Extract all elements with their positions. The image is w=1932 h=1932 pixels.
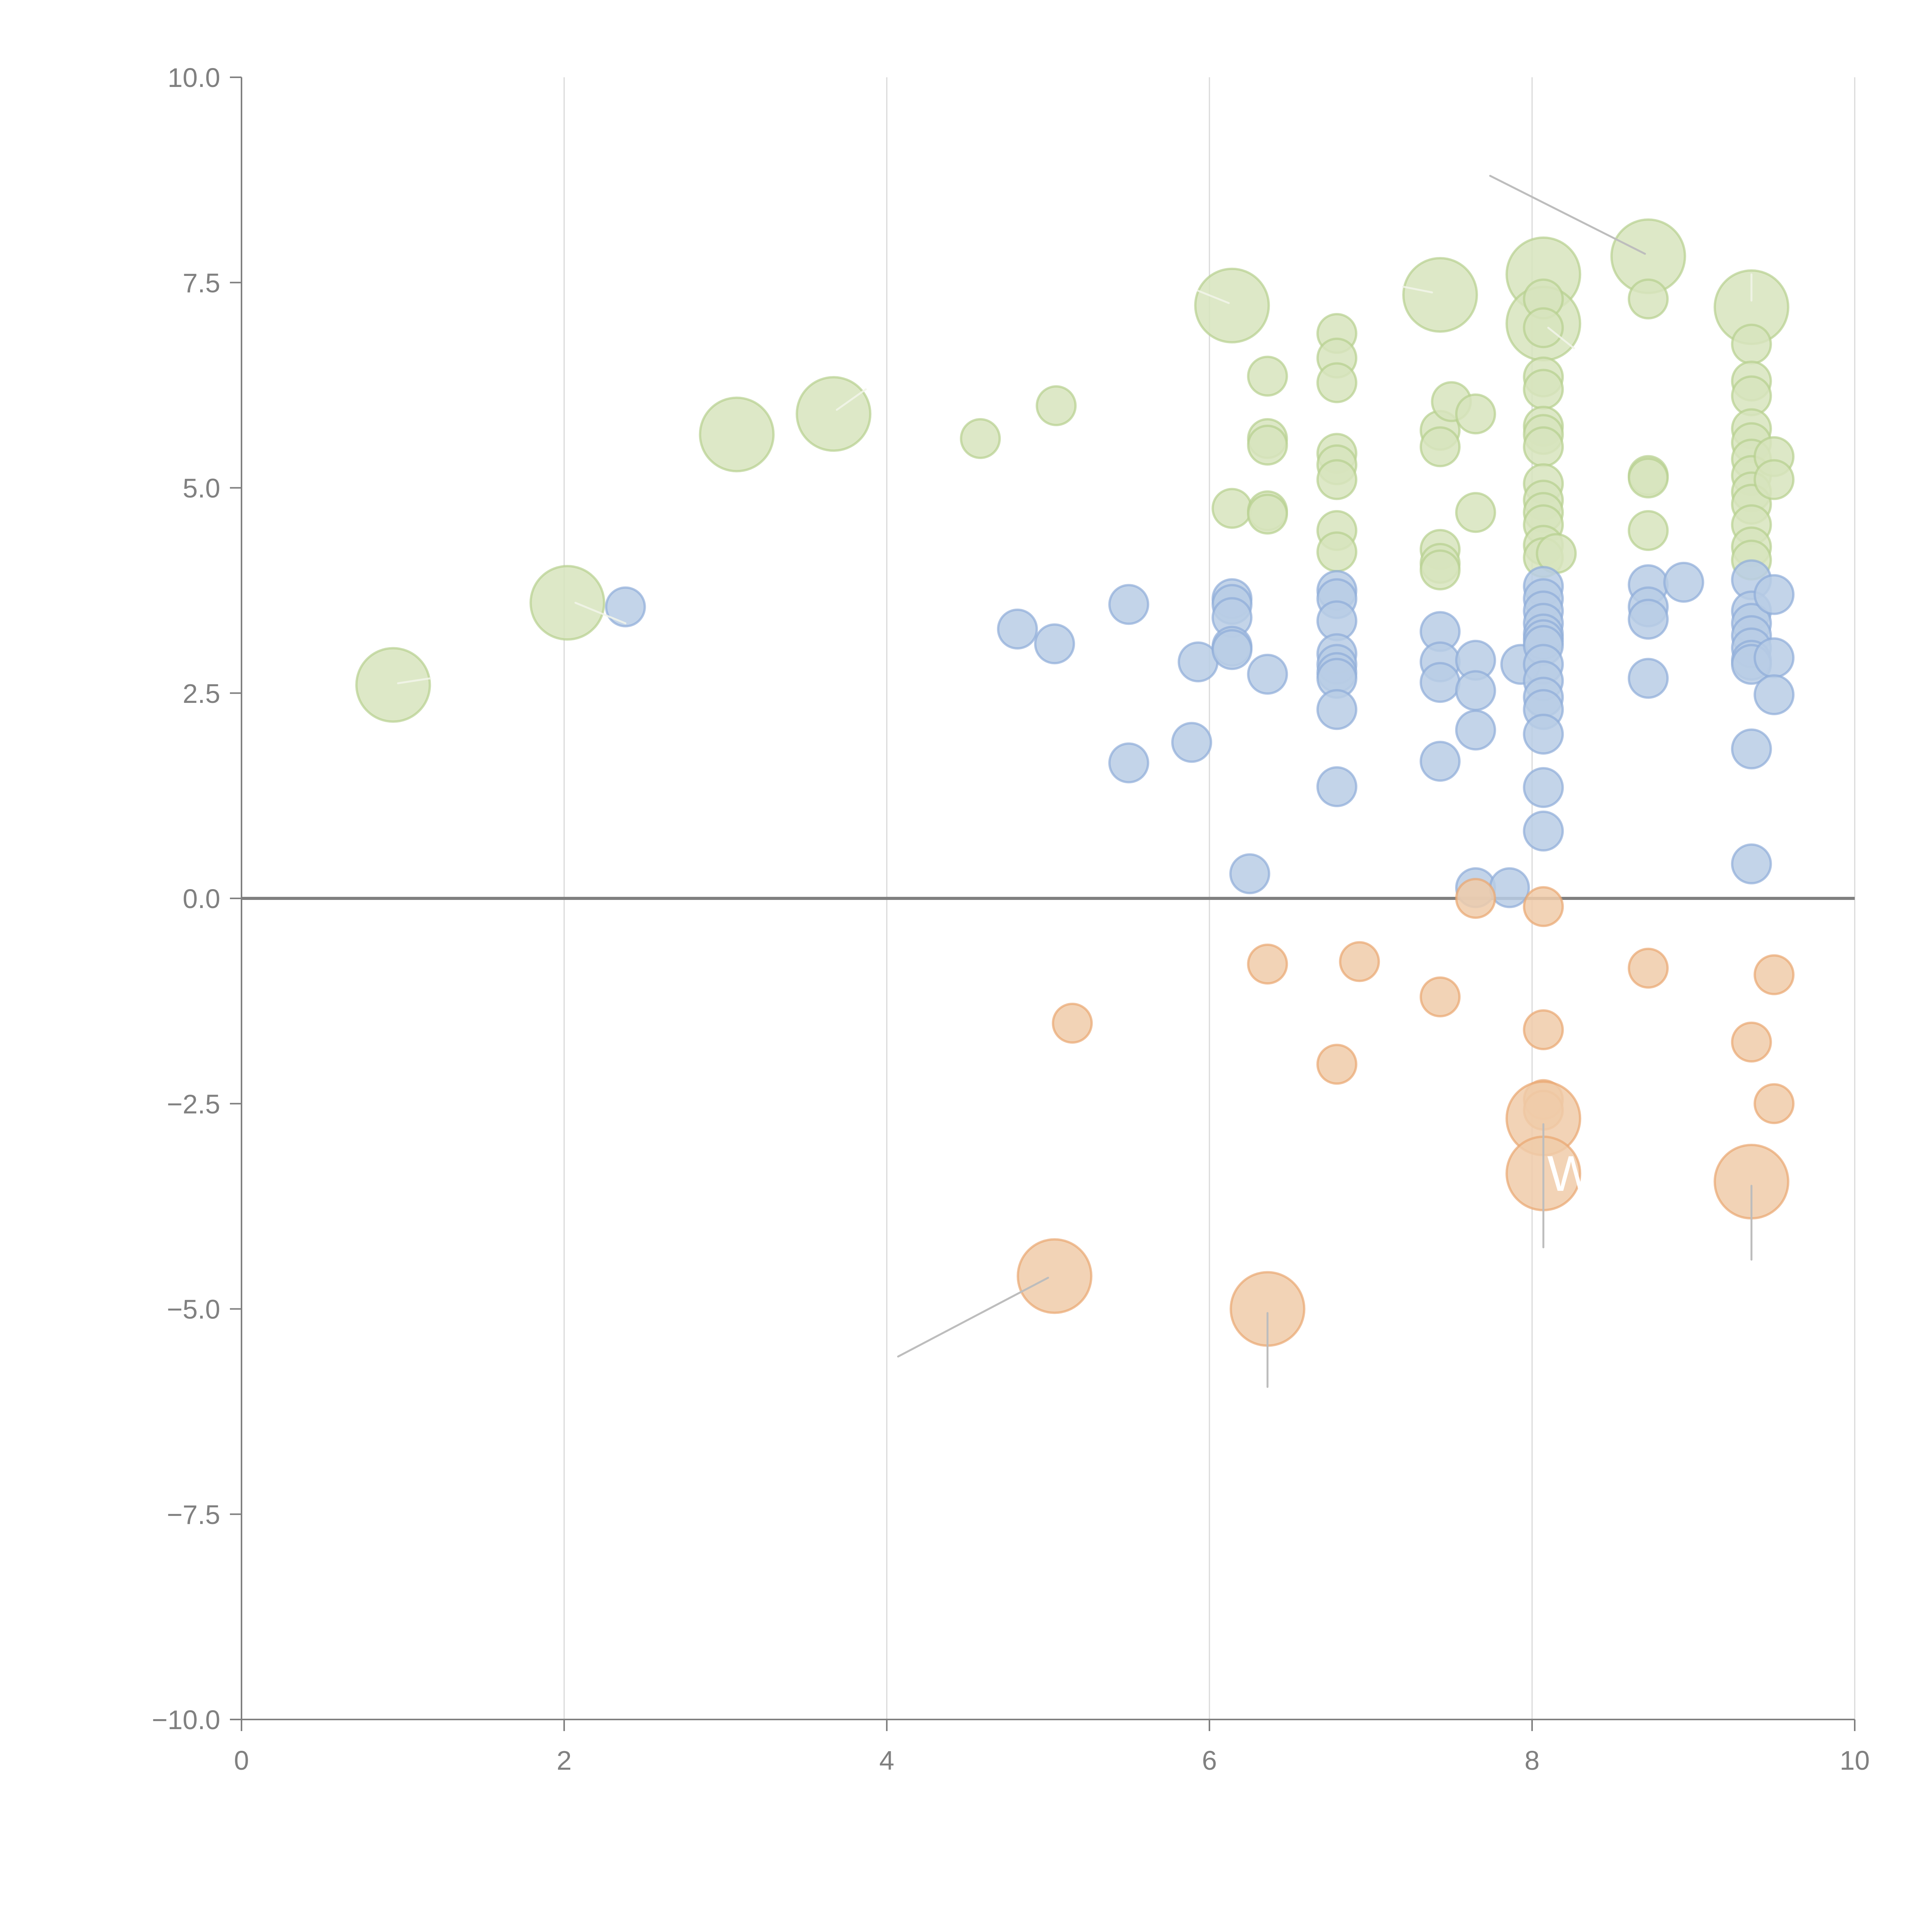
x-tick-label: 6 — [1202, 1745, 1217, 1776]
y-tick-label: −10.0 — [152, 1705, 220, 1735]
green-bubble — [1247, 425, 1288, 466]
leader-line — [1489, 175, 1646, 255]
leader-line — [897, 1277, 1049, 1358]
leader-line — [574, 602, 627, 624]
blue-bubble — [1523, 810, 1564, 852]
orange-bubble — [1420, 976, 1461, 1017]
blue-bubble — [1316, 766, 1357, 807]
y-tick-label: 2.5 — [183, 679, 220, 709]
green-bubble — [1316, 362, 1357, 403]
green-bubble — [1523, 307, 1564, 349]
blue-bubble — [1316, 689, 1357, 730]
bubbles — [355, 218, 1795, 1347]
green-bubble — [1731, 323, 1772, 365]
green-bubble — [1523, 369, 1564, 410]
y-tick-label: −7.5 — [167, 1500, 220, 1530]
leader-line — [397, 677, 431, 684]
orange-bubble — [1247, 944, 1288, 985]
blue-bubble — [1489, 867, 1530, 908]
green-bubble — [1420, 549, 1461, 590]
bubble-label: W — [1547, 1145, 1595, 1202]
leader-line — [1547, 327, 1575, 349]
y-tick-label: 10.0 — [168, 63, 220, 93]
blue-bubble — [1171, 722, 1213, 763]
blue-bubble — [1523, 714, 1564, 755]
orange-bubble — [1753, 954, 1795, 995]
blue-bubble — [1034, 623, 1075, 665]
green-bubble — [1036, 385, 1077, 426]
y-tick-label: 0.0 — [183, 884, 220, 914]
blue-bubble — [1731, 843, 1772, 884]
green-bubble — [1211, 488, 1253, 529]
green-bubble — [1316, 531, 1357, 573]
green-bubble — [1628, 457, 1669, 498]
blue-bubble — [1247, 653, 1288, 695]
leader-line — [836, 388, 867, 411]
y-tick-label: −5.0 — [167, 1294, 220, 1325]
orange-bubble — [1628, 947, 1669, 989]
orange-bubble — [1316, 1044, 1357, 1085]
blue-bubble — [1731, 728, 1772, 770]
orange-bubble — [1731, 1021, 1772, 1063]
blue-bubble — [1229, 853, 1270, 895]
blue-bubble — [997, 609, 1038, 650]
orange-bubble — [1523, 886, 1564, 927]
orange-bubble — [1052, 1003, 1093, 1044]
x-tick-label: 0 — [234, 1745, 249, 1776]
blue-bubble — [1628, 658, 1669, 699]
leader-line — [1402, 286, 1433, 294]
blue-bubble — [1753, 674, 1795, 715]
y-tick-label: 7.5 — [183, 268, 220, 298]
green-bubble — [1316, 459, 1357, 500]
leader-lines — [397, 175, 1753, 1388]
orange-bubble — [1753, 1083, 1795, 1124]
blue-bubble — [1420, 741, 1461, 782]
blue-bubble — [1663, 561, 1704, 603]
blue-bubble — [1211, 629, 1253, 670]
x-tick-label: 2 — [557, 1745, 572, 1776]
green-bubble — [1628, 278, 1669, 320]
orange-bubble — [1017, 1238, 1093, 1314]
blue-bubble — [1628, 599, 1669, 640]
green-bubble — [960, 418, 1001, 459]
green-bubble — [1628, 510, 1669, 551]
green-bubble — [796, 376, 872, 452]
blue-bubble — [1753, 574, 1795, 615]
green-bubble — [1455, 492, 1496, 533]
leader-line — [1197, 290, 1230, 304]
x-tick-label: 4 — [879, 1745, 895, 1776]
green-bubble — [1420, 426, 1461, 468]
green-bubble — [355, 647, 431, 723]
blue-bubble — [1753, 637, 1795, 679]
green-bubble — [1247, 355, 1288, 397]
blue-bubble — [1523, 767, 1564, 808]
blue-bubble — [1108, 584, 1150, 625]
annotations: W — [1547, 1145, 1595, 1202]
blue-bubble — [1108, 742, 1150, 784]
x-tick-label: 8 — [1525, 1745, 1540, 1776]
blue-bubble — [1455, 709, 1496, 751]
x-tick-label: 10 — [1840, 1745, 1870, 1776]
green-bubble — [1402, 257, 1478, 333]
orange-bubble — [1455, 878, 1496, 919]
green-bubble — [1194, 267, 1270, 344]
blue-bubble — [1420, 662, 1461, 703]
blue-bubble — [1455, 670, 1496, 711]
axes: 10.0 7.5 5.0 2.5 0.0 −2.5 −5.0 −7.5 −10.0 0 2 4 6 8 10 — [152, 63, 1870, 1776]
orange-bubble — [1523, 1009, 1564, 1050]
y-tick-label: 5.0 — [183, 473, 220, 503]
green-bubble — [1247, 493, 1288, 535]
green-bubble — [529, 565, 605, 641]
blue-bubble — [605, 586, 646, 628]
green-bubble — [1523, 426, 1564, 468]
green-bubble — [1753, 459, 1795, 500]
y-tick-label: −2.5 — [167, 1089, 220, 1119]
green-bubble — [699, 396, 775, 473]
orange-bubble — [1339, 941, 1380, 982]
green-bubble — [1455, 393, 1496, 435]
